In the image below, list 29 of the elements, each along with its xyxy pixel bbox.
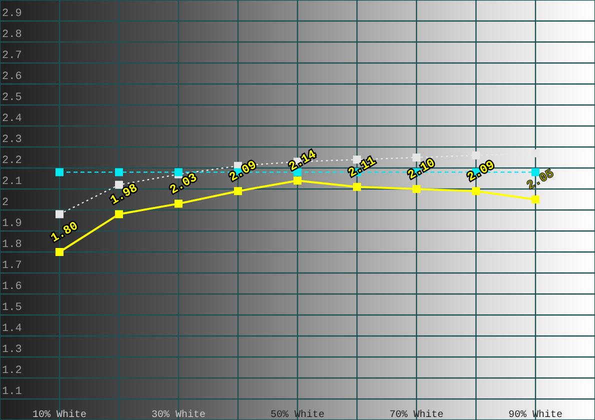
data-label: 2.10 xyxy=(406,156,438,182)
y-tick-label: 1.5 xyxy=(2,302,22,314)
x-tick-label: 10% White xyxy=(32,409,87,420)
y-tick-label: 2.6 xyxy=(2,71,22,83)
y-tick-label: 2.1 xyxy=(2,176,22,188)
y-tick-label: 1.7 xyxy=(2,260,22,272)
y-tick-label: 2.4 xyxy=(2,113,22,125)
y-tick-label: 1.4 xyxy=(2,323,22,335)
y-tick-label: 1.1 xyxy=(2,386,22,398)
y-tick-label: 2.3 xyxy=(2,134,22,146)
x-tick-label: 30% White xyxy=(151,409,206,420)
y-tick-label: 2.5 xyxy=(2,92,22,104)
data-label: 2.03 xyxy=(168,170,200,198)
data-label: 2.09 xyxy=(227,158,259,185)
data-label: 2.05 xyxy=(524,166,556,193)
data-label: 2.09 xyxy=(465,158,497,185)
y-tick-label: 2.8 xyxy=(2,29,22,41)
y-tick-label: 1.3 xyxy=(2,344,22,356)
y-tick-label: 1.6 xyxy=(2,281,22,293)
y-tick-label: 2.7 xyxy=(2,50,22,62)
y-tick-label: 2.9 xyxy=(2,8,22,20)
y-tick-label: 1.2 xyxy=(2,365,22,377)
data-label: 2.11 xyxy=(346,154,378,180)
data-label: 1.80 xyxy=(48,218,80,246)
y-tick-label: 2.2 xyxy=(2,155,22,167)
data-label: 1.98 xyxy=(108,181,140,208)
y-tick-label: 1.9 xyxy=(2,218,22,230)
y-tick-label: 2 xyxy=(2,197,9,209)
y-tick-label: 1.8 xyxy=(2,239,22,251)
